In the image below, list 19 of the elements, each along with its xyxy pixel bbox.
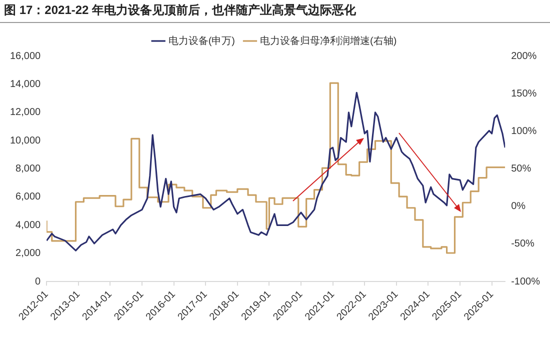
y2-tick-label: 150% <box>511 88 537 100</box>
y-tick-label: 14,000 <box>10 78 42 90</box>
y-tick-label: 2,000 <box>16 248 42 260</box>
y2-tick-label: 100% <box>511 126 537 137</box>
legend-label: 电力设备(申万) <box>168 34 236 47</box>
y-tick-label: 10,000 <box>10 135 42 146</box>
y-tick-label: 16,000 <box>10 50 42 62</box>
y-tick-label: 0 <box>35 276 42 288</box>
y2-tick-label: 0% <box>511 201 526 212</box>
y-tick-label: 12,000 <box>10 107 42 118</box>
y2-tick-label: 50% <box>511 164 532 175</box>
y2-tick-label: -50% <box>511 238 535 250</box>
y2-tick-label: 200% <box>511 50 537 62</box>
y-tick-label: 8,000 <box>16 164 42 175</box>
y-tick-label: 6,000 <box>16 192 42 203</box>
legend-label: 电力设备归母净利润增速(右轴) <box>260 34 397 47</box>
chart-title: 图 17：2021-22 年电力设备见顶前后，也伴随产业高景气边际恶化 <box>4 2 356 19</box>
y-tick-label: 4,000 <box>16 220 42 231</box>
y2-tick-label: -100% <box>511 276 540 288</box>
